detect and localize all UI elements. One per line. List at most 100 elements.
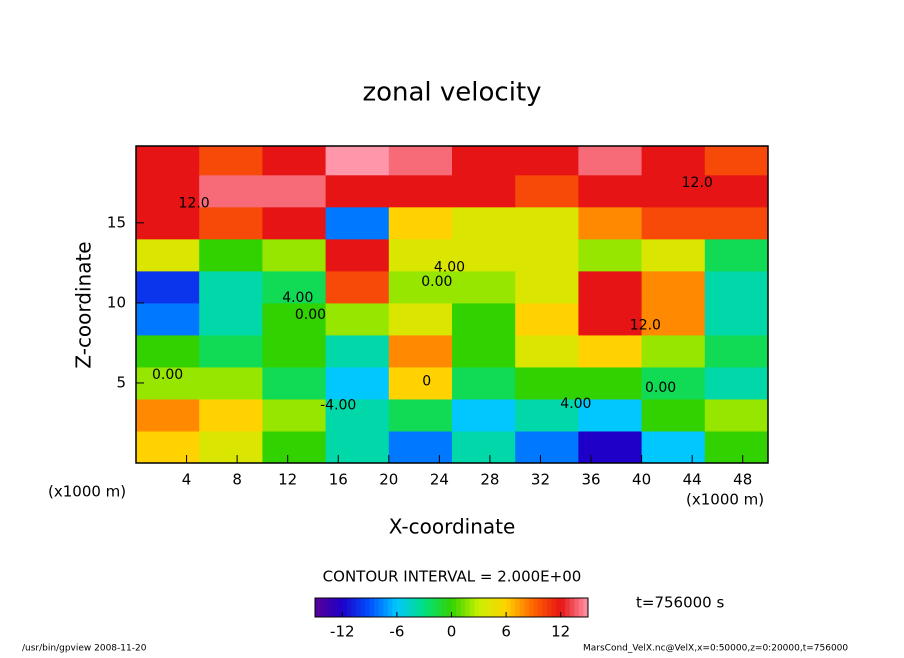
time-label: t=756000 s <box>636 594 724 612</box>
colorbar-step <box>451 598 457 617</box>
cell <box>325 302 390 336</box>
colorbar-step <box>583 598 589 617</box>
cell <box>325 270 390 304</box>
colorbar-step <box>474 598 480 617</box>
cell <box>704 238 769 272</box>
cell <box>136 206 200 240</box>
cell <box>704 146 769 176</box>
x-tick-label: 12 <box>278 471 297 489</box>
cell <box>388 302 453 336</box>
cell <box>578 430 643 464</box>
x-tick-label: 36 <box>581 471 600 489</box>
cell <box>515 206 579 240</box>
colorbar-step <box>578 598 584 617</box>
cell <box>262 366 327 400</box>
colorbar-step <box>383 598 389 617</box>
cell <box>199 302 263 336</box>
y-tick-label: 15 <box>107 213 126 231</box>
colorbar-step <box>469 598 475 617</box>
contour-label: 0 <box>422 373 431 389</box>
cell <box>136 238 200 272</box>
cell <box>262 174 327 208</box>
cell <box>388 146 453 176</box>
colorbar-step <box>478 598 484 617</box>
y-axis-label: Z-coordinate <box>72 241 96 368</box>
x-tick-label: 8 <box>232 471 242 489</box>
cell <box>515 270 579 304</box>
colorbar-step <box>401 598 407 617</box>
colorbar-step <box>510 598 516 617</box>
colorbar-step <box>410 598 416 617</box>
cell <box>136 334 200 368</box>
cell <box>515 238 579 272</box>
colorbar-step <box>315 598 320 617</box>
colorbar-step <box>456 598 461 617</box>
cell <box>325 334 390 368</box>
cell <box>641 238 706 272</box>
colorbar-step <box>533 598 539 617</box>
colorbar-step <box>378 598 384 617</box>
contour-interval: CONTOUR INTERVAL = 2.000E+00 <box>323 568 582 586</box>
cell <box>199 174 263 208</box>
colorbar-step <box>337 598 343 617</box>
cell <box>641 174 706 208</box>
cell <box>704 430 769 464</box>
cell <box>388 398 453 432</box>
cell <box>641 430 706 464</box>
cell <box>388 238 453 272</box>
cell <box>452 366 516 400</box>
cell <box>199 334 263 368</box>
colorbar-step <box>351 598 357 617</box>
cell <box>388 430 453 464</box>
colorbar-step <box>392 598 398 617</box>
cell <box>641 206 706 240</box>
cell <box>325 430 390 464</box>
cell <box>515 334 579 368</box>
colorbar-step <box>424 598 430 617</box>
cell <box>578 146 643 176</box>
cell <box>199 430 263 464</box>
cell <box>704 398 769 432</box>
colorbar-tick-label: 12 <box>551 623 570 641</box>
contour-label: 0.00 <box>152 367 183 383</box>
cell <box>578 270 643 304</box>
cell <box>641 146 706 176</box>
colorbar-step <box>497 598 502 617</box>
cell <box>578 366 643 400</box>
x-axis-label: X-coordinate <box>389 515 516 539</box>
colorbar-step <box>483 598 489 617</box>
colorbar-step <box>519 598 525 617</box>
x-tick-label: 44 <box>683 471 702 489</box>
contour-label: 0.00 <box>295 307 326 323</box>
cell <box>388 206 453 240</box>
cell <box>199 270 263 304</box>
colorbar-step <box>319 598 325 617</box>
cell <box>325 238 390 272</box>
contour-label: 4.00 <box>560 396 591 412</box>
cell <box>199 398 263 432</box>
colorbar-step <box>428 598 434 617</box>
x-tick-label: 32 <box>531 471 550 489</box>
cell <box>515 398 579 432</box>
cell <box>641 270 706 304</box>
colorbar-step <box>569 598 575 617</box>
colorbar-step <box>574 598 580 617</box>
cell <box>199 366 263 400</box>
colorbar-step <box>492 598 498 617</box>
colorbar-step <box>487 598 493 617</box>
colorbar-step <box>460 598 466 617</box>
cell <box>325 206 390 240</box>
colorbar-step <box>369 598 375 617</box>
footer-right: MarsCond_VelX.nc@VelX,x=0:50000,z=0:2000… <box>583 644 848 654</box>
colorbar-step <box>406 598 411 617</box>
colorbar-step <box>346 598 352 617</box>
cell <box>704 302 769 336</box>
cell <box>515 366 579 400</box>
colorbar-step <box>501 598 507 617</box>
colorbar-step <box>374 598 380 617</box>
x-tick-label: 28 <box>480 471 499 489</box>
cell <box>452 238 516 272</box>
colorbar-step <box>355 598 361 617</box>
footer-left: /usr/bin/gpview 2008-11-20 <box>22 644 147 654</box>
cell <box>262 206 327 240</box>
